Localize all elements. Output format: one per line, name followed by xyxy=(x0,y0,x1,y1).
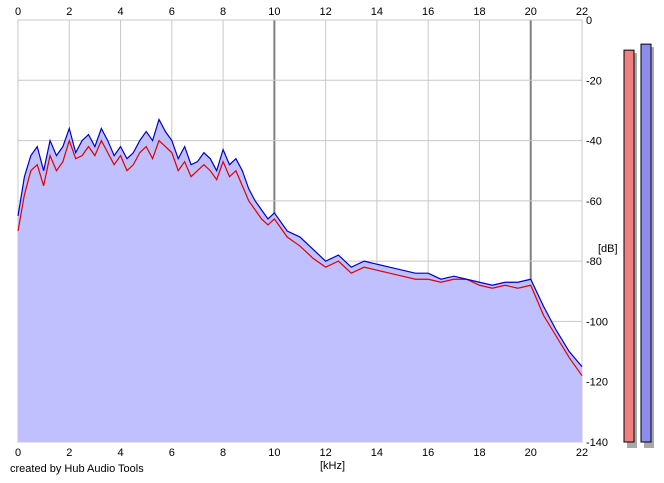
x-tick-label-top: 12 xyxy=(320,6,332,18)
x-tick-label-top: 14 xyxy=(371,6,383,18)
series-left-line xyxy=(17,138,583,377)
y-tick-label: -40 xyxy=(586,136,602,148)
x-tick-label-top: 4 xyxy=(117,6,123,18)
meter-right xyxy=(640,43,652,443)
x-tick-label-top: 8 xyxy=(220,6,226,18)
x-tick-label-top: 10 xyxy=(268,6,280,18)
y-tick-label: -20 xyxy=(586,75,602,87)
series-right-line xyxy=(17,117,583,368)
x-axis-bottom: 0 2 4 6 8 10 12 14 16 18 20 22 xyxy=(15,447,588,459)
x-tick-label: 2 xyxy=(66,447,72,459)
x-tick-label-top: 20 xyxy=(525,6,537,18)
series-lines xyxy=(17,117,583,377)
y-tick-label: -120 xyxy=(586,377,608,389)
x-tick-label: 6 xyxy=(169,447,175,459)
x-tick-label: 4 xyxy=(117,447,123,459)
y-axis: 0 -20 -40 -60 -80 -100 -120 -140 xyxy=(586,15,608,449)
y-tick-label: -140 xyxy=(586,437,608,449)
credit-text: created by Hub Audio Tools xyxy=(10,463,144,475)
x-tick-label: 16 xyxy=(422,447,434,459)
x-tick-label: 14 xyxy=(371,447,383,459)
x-tick-label: 8 xyxy=(220,447,226,459)
x-tick-label-top: 22 xyxy=(576,6,588,18)
spectrum-area xyxy=(18,119,582,442)
y-tick-label: 0 xyxy=(586,15,592,27)
x-tick-label-top: 0 xyxy=(15,6,21,18)
spectrum-fill xyxy=(18,119,582,442)
x-axis-top: 0 2 4 6 8 10 12 14 16 18 20 22 xyxy=(15,6,588,18)
x-tick-label: 22 xyxy=(576,447,588,459)
y-axis-label: [dB] xyxy=(598,243,618,255)
x-tick-label-top: 18 xyxy=(473,6,485,18)
x-tick-label: 20 xyxy=(525,447,537,459)
x-tick-label: 0 xyxy=(15,447,21,459)
meter-left xyxy=(623,49,635,443)
x-tick-label: 10 xyxy=(268,447,280,459)
level-meters xyxy=(623,43,654,449)
x-tick-label: 18 xyxy=(473,447,485,459)
x-tick-label: 12 xyxy=(320,447,332,459)
x-tick-label-top: 16 xyxy=(422,6,434,18)
x-axis-label: [kHz] xyxy=(320,460,345,472)
y-tick-label: -80 xyxy=(586,256,602,268)
y-tick-label: -100 xyxy=(586,316,608,328)
y-tick-label: -60 xyxy=(586,196,602,208)
x-tick-label-top: 2 xyxy=(66,6,72,18)
x-tick-label-top: 6 xyxy=(169,6,175,18)
